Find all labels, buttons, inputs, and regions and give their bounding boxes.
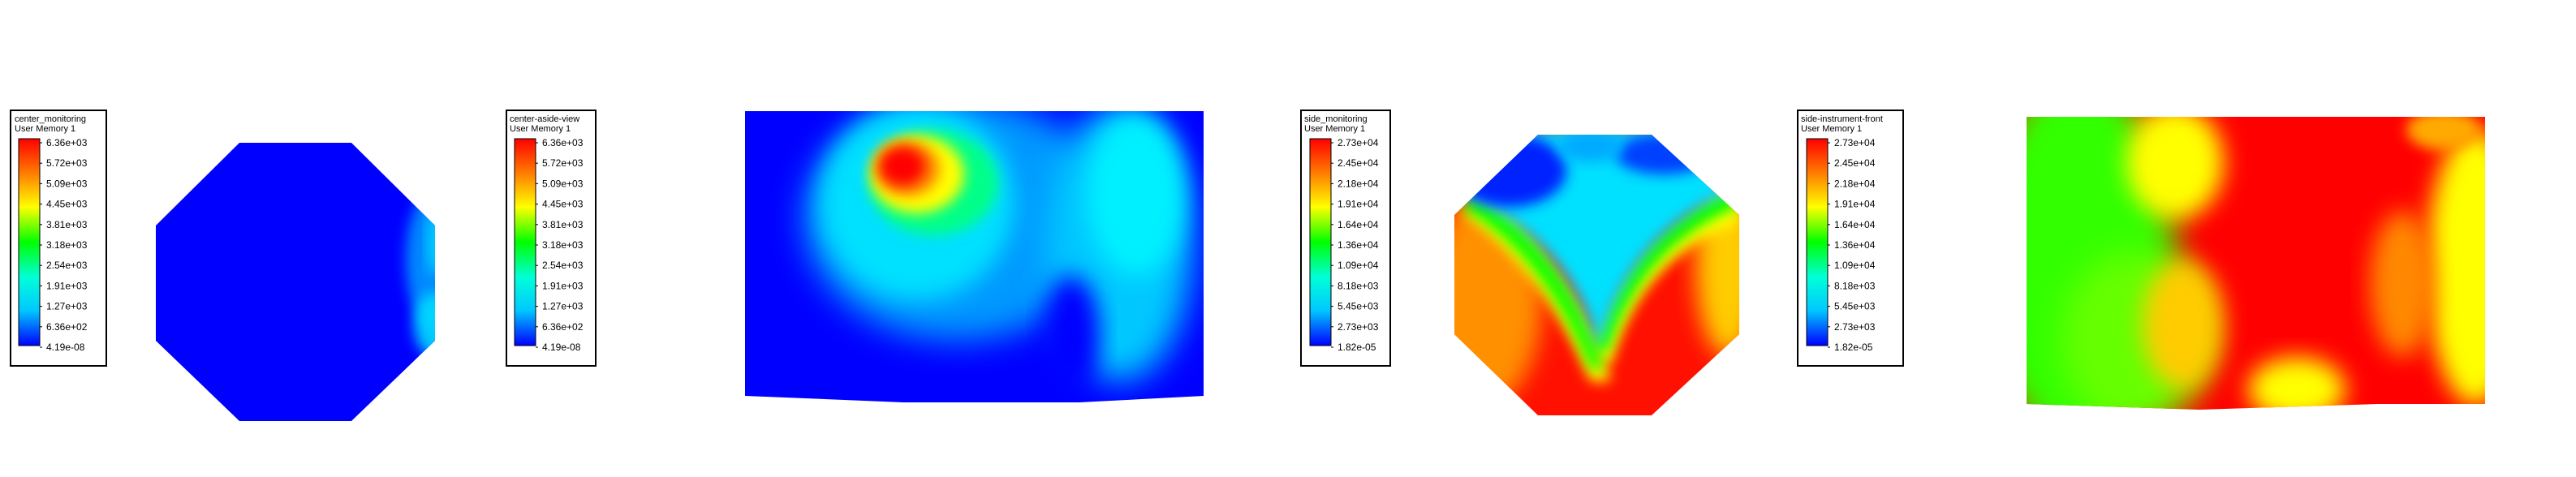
colorbar-tick-label: 2.45e+04 [1338,157,1379,169]
colorbar-tick-label: 5.45e+03 [1834,301,1876,312]
colorbar-tick-label: 3.18e+03 [542,239,584,251]
colorbar-gradient [19,139,40,346]
colorbar-tick-label: 5.72e+03 [46,157,88,169]
colorbar-tick-label: 2.73e+03 [1834,321,1876,333]
colorbar-tick-label: 6.36e+02 [46,321,88,333]
legend-title: side-instrument-front [1801,114,1883,124]
colorbar-tick-label: 1.27e+03 [542,301,584,312]
legend-title: center-aside-view [510,114,579,124]
colorbar-tick-label: 5.72e+03 [542,157,584,169]
colorbar-legend-center-aside-view: center-aside-view User Memory 1 6.36e+03… [506,110,597,367]
colorbar-legend-side-instrument-front: side-instrument-front User Memory 1 2.73… [1797,110,1904,367]
colorbar-tick-label: 6.36e+03 [542,137,584,148]
colorbar-tick-label: 1.09e+04 [1834,260,1876,271]
colorbar-tick-label: 4.19e-08 [46,342,85,353]
colorbar-tick-label: 6.36e+03 [46,137,88,148]
colorbar-tick-label: 5.09e+03 [46,178,88,189]
legend-title: center_monitoring [15,114,86,124]
contour-plot-center-monitoring [156,143,435,421]
colorbar-tick-label: 1.36e+04 [1338,239,1379,251]
colorbar-tick-label: 2.54e+03 [46,260,88,271]
colorbar-tick-label: 4.45e+03 [542,199,584,210]
contour-plot-side-monitoring [1454,135,1739,415]
colorbar-tick-label: 1.64e+04 [1338,219,1379,230]
colorbar-tick-label: 2.73e+04 [1338,137,1379,148]
colorbar-gradient [1807,139,1828,346]
colorbar-tick-label: 1.91e+03 [46,280,88,291]
colorbar-tick-label: 8.18e+03 [1338,280,1379,291]
legend-subtitle: User Memory 1 [1304,124,1365,134]
colorbar-tick-label: 6.36e+02 [542,321,584,333]
colorbar-tick-label: 2.73e+04 [1834,137,1876,148]
colorbar-tick-label: 1.82e-05 [1338,342,1376,353]
colorbar-tick-label: 5.09e+03 [542,178,584,189]
legend-title: side_monitoring [1304,114,1368,124]
colorbar-tick-label: 4.19e-08 [542,342,581,353]
colorbar-legend-side-monitoring: side_monitoring User Memory 1 2.73e+04 2.… [1300,110,1391,367]
colorbar-tick-label: 3.81e+03 [46,219,88,230]
legend-subtitle: User Memory 1 [15,124,75,134]
colorbar-tick-label: 2.18e+04 [1834,178,1876,189]
contour-plot-side-instrument-front [2027,117,2485,410]
colorbar-tick-label: 8.18e+03 [1834,280,1876,291]
colorbar-tick-label: 2.18e+04 [1338,178,1379,189]
colorbar-tick-label: 1.64e+04 [1834,219,1876,230]
colorbar-tick-label: 2.73e+03 [1338,321,1379,333]
colorbar-tick-label: 2.45e+04 [1834,157,1876,169]
colorbar-tick-label: 1.27e+03 [46,301,88,312]
colorbar-legend-center-monitoring: center_monitoring User Memory 1 6.36e+03… [10,110,107,367]
colorbar-gradient [515,139,536,346]
colorbar-tick-label: 5.45e+03 [1338,301,1379,312]
colorbar-tick-label: 2.54e+03 [542,260,584,271]
contour-plot-center-aside-view [745,111,1204,402]
colorbar-tick-label: 1.91e+04 [1338,199,1379,210]
legend-subtitle: User Memory 1 [1801,124,1862,134]
colorbar-gradient [1310,139,1331,346]
colorbar-tick-label: 4.45e+03 [46,199,88,210]
colorbar-tick-label: 1.91e+03 [542,280,584,291]
colorbar-tick-label: 3.81e+03 [542,219,584,230]
colorbar-tick-label: 1.09e+04 [1338,260,1379,271]
colorbar-tick-label: 1.82e-05 [1834,342,1873,353]
colorbar-tick-label: 1.36e+04 [1834,239,1876,251]
colorbar-tick-label: 3.18e+03 [46,239,88,251]
legend-subtitle: User Memory 1 [510,124,571,134]
colorbar-tick-label: 1.91e+04 [1834,199,1876,210]
